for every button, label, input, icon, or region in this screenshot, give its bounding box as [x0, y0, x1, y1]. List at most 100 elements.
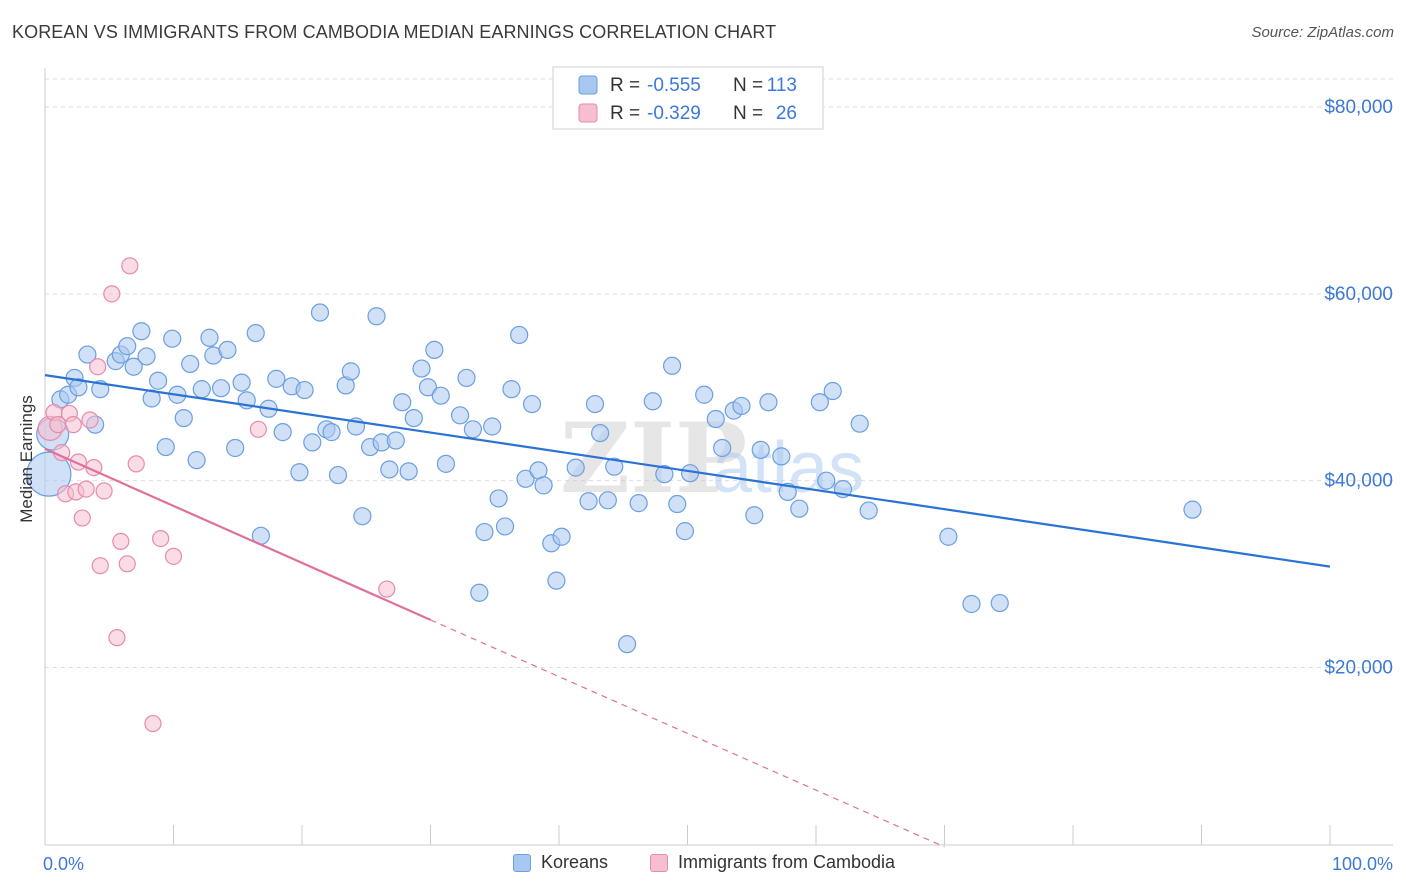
- cambodia-point: [378, 580, 396, 598]
- korean-point: [124, 357, 143, 376]
- korean-point: [483, 417, 502, 436]
- tick-labels: $20,000 $40,000 $60,000 $80,000 0.0% 100.0%: [43, 97, 1393, 874]
- korean-point: [69, 378, 88, 397]
- korean-point: [303, 433, 322, 452]
- x-tick-label-max: 100.0%: [1332, 854, 1393, 874]
- series-0: [26, 303, 1202, 654]
- cambodia-trend-extension: [430, 619, 945, 848]
- korean-point: [211, 379, 231, 398]
- korean-point: [790, 499, 809, 518]
- korean-point: [457, 368, 476, 388]
- korean-point: [431, 386, 450, 405]
- korean-point: [475, 522, 494, 542]
- korean-point: [618, 635, 637, 654]
- legend-item-cambodia: Immigrants from Cambodia: [650, 852, 895, 873]
- korean-point: [1183, 500, 1202, 519]
- trend-lines: [44, 374, 1331, 848]
- korean-point: [386, 431, 405, 450]
- korean-point: [200, 328, 219, 347]
- korean-point: [353, 507, 372, 526]
- korean-point: [393, 393, 412, 412]
- korean-point: [668, 494, 687, 514]
- korean-point: [78, 345, 97, 364]
- legend-item-koreans: Koreans: [513, 852, 608, 873]
- korean-point: [566, 458, 585, 477]
- korean-point: [192, 380, 211, 399]
- chart-title: KOREAN VS IMMIGRANTS FROM CAMBODIA MEDIA…: [12, 22, 777, 42]
- cambodia-point: [81, 411, 99, 429]
- cambodia-point: [152, 529, 170, 548]
- korean-trend-line: [44, 374, 1331, 568]
- korean-point: [267, 369, 286, 388]
- stats-swatch: [578, 103, 598, 123]
- korean-point: [218, 340, 237, 360]
- korean-point: [713, 438, 732, 458]
- korean-point: [732, 396, 751, 416]
- korean-point: [629, 494, 648, 513]
- korean-point: [226, 438, 245, 458]
- korean-point: [579, 492, 598, 511]
- korean-point: [148, 371, 168, 390]
- cambodia-point: [77, 480, 95, 498]
- korean-point: [295, 380, 314, 400]
- korean-point: [510, 325, 529, 345]
- cambodia-point: [108, 629, 126, 647]
- korean-point: [823, 381, 842, 401]
- cambodia-point: [112, 532, 130, 551]
- watermark: ZIP atlas: [560, 402, 864, 515]
- korean-point: [495, 517, 515, 536]
- korean-point: [643, 392, 662, 411]
- y-tick-label: $40,000: [1324, 471, 1393, 492]
- korean-point: [118, 337, 137, 356]
- korean-point: [990, 593, 1009, 613]
- cambodia-point: [73, 509, 91, 527]
- korean-point: [598, 491, 617, 510]
- stats-r-label: R =: [610, 103, 640, 124]
- korean-point: [547, 571, 566, 590]
- korean-point: [187, 451, 206, 470]
- korean-point: [412, 359, 431, 378]
- stats-n-label: N =: [733, 103, 763, 124]
- y-axis-label: Median Earnings: [17, 395, 36, 523]
- korean-point: [745, 506, 764, 525]
- korean-point: [706, 409, 725, 429]
- cambodia-point: [118, 555, 136, 573]
- korean-point: [163, 329, 182, 348]
- korean-point: [328, 465, 348, 485]
- korean-point: [310, 303, 330, 322]
- korean-point: [341, 362, 360, 381]
- korean-point: [772, 447, 791, 466]
- korean-point: [425, 340, 444, 360]
- korean-point: [246, 323, 265, 343]
- korean-point: [502, 380, 521, 399]
- korean-point: [290, 463, 309, 482]
- cambodia-point: [144, 714, 162, 733]
- cambodia-point: [95, 482, 113, 500]
- korean-point: [675, 522, 695, 541]
- cambodia-point: [64, 416, 82, 434]
- korean-point: [939, 527, 958, 546]
- grid-lines: [45, 78, 1393, 669]
- korean-point: [516, 469, 535, 488]
- korean-point: [367, 307, 386, 326]
- data-series: [26, 257, 1202, 733]
- source-label: Source: ZipAtlas.com: [1251, 24, 1394, 41]
- korean-point: [585, 394, 605, 414]
- cambodia-trend-line: [44, 447, 431, 621]
- legend-swatch-koreans: [513, 853, 531, 872]
- korean-point: [273, 423, 292, 442]
- korean-point: [132, 322, 151, 341]
- cambodia-point: [249, 420, 267, 438]
- korean-point: [181, 354, 200, 374]
- korean-point: [850, 414, 869, 433]
- legend-swatch-cambodia: [650, 853, 668, 872]
- korean-point: [26, 451, 72, 497]
- korean-point: [534, 476, 553, 495]
- korean-point: [470, 583, 489, 602]
- korean-point: [591, 423, 610, 443]
- cambodia-point: [103, 285, 121, 303]
- korean-point: [751, 440, 770, 459]
- korean-point: [695, 385, 714, 404]
- korean-point: [174, 408, 193, 428]
